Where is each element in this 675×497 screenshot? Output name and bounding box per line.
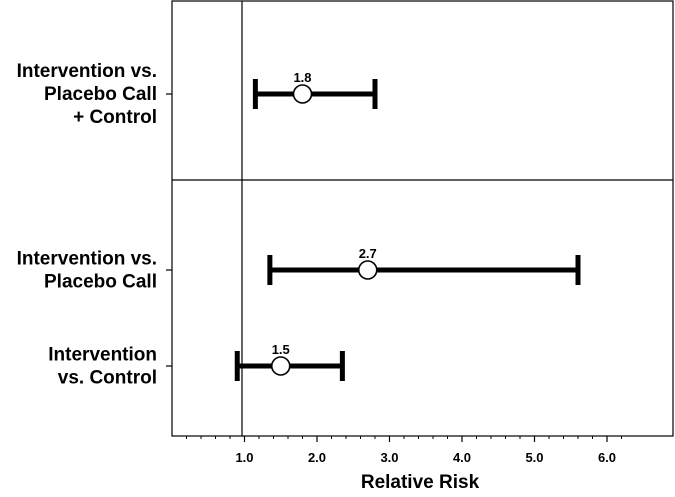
estimate-label: 1.5 [272, 342, 290, 357]
estimate-marker [357, 260, 378, 280]
x-axis-title: Relative Risk [361, 472, 480, 493]
x-tick-label: 1.0 [235, 450, 253, 465]
x-tick-label: 3.0 [380, 450, 398, 465]
category-label: Intervention vs. Placebo Call + Control [17, 61, 157, 128]
estimate-label: 2.7 [359, 246, 377, 261]
category-label-line: Intervention vs. [17, 61, 157, 82]
category-label: Intervention vs. Control [48, 345, 157, 389]
forest-rows: Intervention vs. Placebo Call + Control1.8… [17, 61, 581, 389]
x-tick-label: 2.0 [308, 450, 326, 465]
forest-row: Intervention vs. Placebo Call 2.7 [17, 246, 581, 293]
category-label-line: + Control [73, 107, 157, 128]
estimate-label: 1.8 [293, 70, 311, 85]
category-label-line: Placebo Call [44, 84, 157, 105]
category-label-line: Intervention vs. [17, 249, 157, 270]
category-label: Intervention vs. Placebo Call [17, 249, 157, 293]
x-tick-label: 4.0 [453, 450, 471, 465]
plot-frame [171, 0, 674, 437]
category-label-line: Placebo Call [44, 272, 157, 293]
estimate-marker [270, 356, 291, 376]
forest-row: Intervention vs. Control 1.5 [48, 342, 345, 389]
estimate-marker [292, 84, 313, 104]
forest-row: Intervention vs. Placebo Call + Control 1.8 [17, 61, 378, 128]
x-tick-label: 6.0 [598, 450, 616, 465]
category-label-line: vs. Control [58, 368, 157, 389]
category-label-line: Intervention [48, 345, 157, 366]
x-tick-label: 5.0 [525, 450, 543, 465]
x-axis-ticks: 1.0 2.0 3.0 4.0 5.0 6.0 [235, 436, 616, 465]
